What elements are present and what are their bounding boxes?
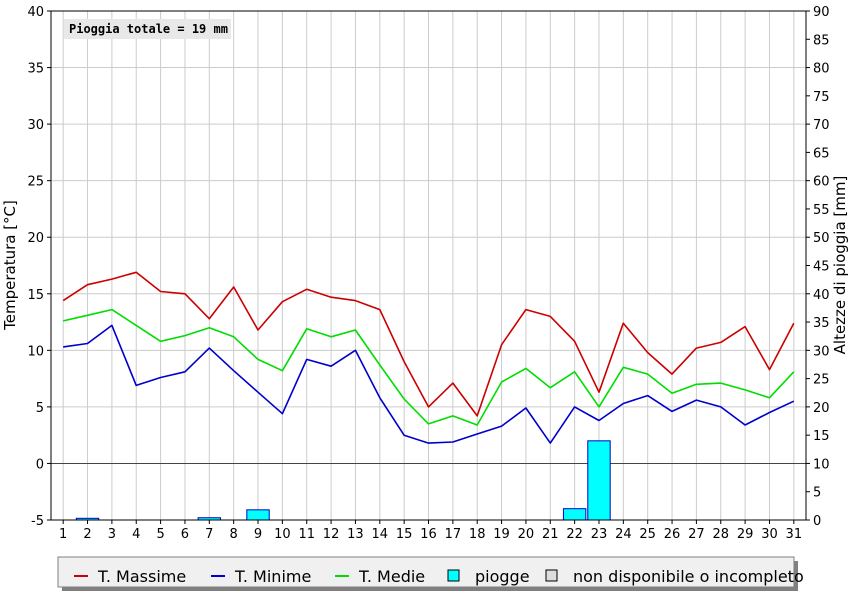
legend-label: piogge xyxy=(475,567,530,586)
right-tick-label: 70 xyxy=(813,118,830,133)
x-tick-label: 31 xyxy=(786,527,803,542)
left-tick-label: 25 xyxy=(27,175,44,190)
right-tick-label: 10 xyxy=(813,457,830,472)
x-axis-ticks: 1 2 3 4 5 6 7 8 9 10 11 12 13 14 15 16 17 18 19 20 21 22 23 24 2… xyxy=(59,520,802,542)
left-tick-label: 5 xyxy=(36,401,44,416)
legend-label: T. Medie xyxy=(358,567,425,586)
x-tick-label: 8 xyxy=(230,527,238,542)
x-tick-label: 7 xyxy=(205,527,213,542)
left-tick-label: 0 xyxy=(36,457,44,472)
x-tick-label: 15 xyxy=(396,527,413,542)
x-tick-label: 3 xyxy=(108,527,116,542)
rain-bar xyxy=(587,440,611,521)
x-tick-label: 25 xyxy=(639,527,656,542)
left-axis-ticks: -5 0 5 10 15 20 25 30 35 40 xyxy=(27,5,51,529)
right-tick-label: 50 xyxy=(813,231,830,246)
left-tick-label: 35 xyxy=(27,62,44,77)
rain-bar xyxy=(246,509,270,521)
x-tick-label: 11 xyxy=(298,527,315,542)
right-tick-label: 40 xyxy=(813,288,830,303)
x-tick-label: 9 xyxy=(254,527,262,542)
temperature-lines xyxy=(62,271,795,444)
right-tick-label: 5 xyxy=(813,486,821,501)
x-tick-label: 12 xyxy=(323,527,340,542)
x-tick-label: 5 xyxy=(156,527,164,542)
x-tick-label: 10 xyxy=(274,527,291,542)
legend-label: non disponibile o incompleto xyxy=(573,567,804,586)
x-tick-label: 28 xyxy=(712,527,729,542)
series-line xyxy=(62,271,795,417)
right-tick-label: 65 xyxy=(813,146,830,161)
x-tick-label: 24 xyxy=(615,527,632,542)
series-line xyxy=(63,324,795,444)
left-tick-label: 40 xyxy=(27,5,44,20)
x-tick-label: 27 xyxy=(688,527,705,542)
right-tick-label: 80 xyxy=(813,62,830,77)
right-tick-label: 75 xyxy=(813,90,830,105)
legend-label: T. Minime xyxy=(234,567,311,586)
right-tick-label: 45 xyxy=(813,260,830,275)
x-tick-label: 18 xyxy=(469,527,486,542)
right-tick-label: 30 xyxy=(813,344,830,359)
legend-label: T. Massime xyxy=(97,567,186,586)
x-tick-label: 19 xyxy=(493,527,510,542)
left-tick-label: -5 xyxy=(31,514,44,529)
y-axis-left-label: Temperatura [°C] xyxy=(1,200,19,331)
right-tick-label: 20 xyxy=(813,401,830,416)
legend: T. Massime T. Minime T. Medie piogge non dis… xyxy=(57,556,804,591)
left-tick-label: 20 xyxy=(27,231,44,246)
x-tick-label: 26 xyxy=(664,527,681,542)
left-tick-label: 10 xyxy=(27,344,44,359)
right-tick-label: 60 xyxy=(813,175,830,190)
right-tick-label: 90 xyxy=(813,5,830,20)
right-tick-label: 85 xyxy=(813,33,830,48)
rain-total-annotation: Pioggia totale = 19 mm xyxy=(69,22,228,36)
rain-bar xyxy=(562,508,587,521)
legend-box-swatch xyxy=(545,569,558,582)
right-tick-label: 35 xyxy=(813,316,830,331)
left-tick-label: 15 xyxy=(27,288,44,303)
x-tick-label: 14 xyxy=(372,527,389,542)
x-tick-label: 4 xyxy=(132,527,140,542)
annotation-box xyxy=(64,19,231,39)
x-tick-label: 21 xyxy=(542,527,559,542)
right-tick-label: 55 xyxy=(813,203,830,218)
x-tick-label: 16 xyxy=(420,527,437,542)
x-tick-label: 17 xyxy=(445,527,462,542)
right-tick-label: 0 xyxy=(813,514,821,529)
legend-box xyxy=(57,556,795,588)
y-axis-right-label: Altezze di pioggia [mm] xyxy=(831,176,849,355)
series-line xyxy=(63,308,795,426)
x-tick-label: 2 xyxy=(83,527,91,542)
right-tick-label: 15 xyxy=(813,429,830,444)
x-tick-label: 20 xyxy=(518,527,535,542)
left-tick-label: 30 xyxy=(27,118,44,133)
x-tick-label: 22 xyxy=(566,527,583,542)
right-tick-label: 25 xyxy=(813,373,830,388)
x-tick-label: 13 xyxy=(347,527,364,542)
right-axis-ticks: 0 5 10 15 20 25 30 35 40 45 50 55 60 65 70 75 80 85 90 xyxy=(806,5,830,529)
x-tick-label: 1 xyxy=(59,527,67,542)
legend-box-swatch xyxy=(447,569,460,582)
x-tick-label: 30 xyxy=(761,527,778,542)
x-tick-label: 29 xyxy=(737,527,754,542)
x-tick-label: 23 xyxy=(591,527,608,542)
x-tick-label: 6 xyxy=(181,527,189,542)
